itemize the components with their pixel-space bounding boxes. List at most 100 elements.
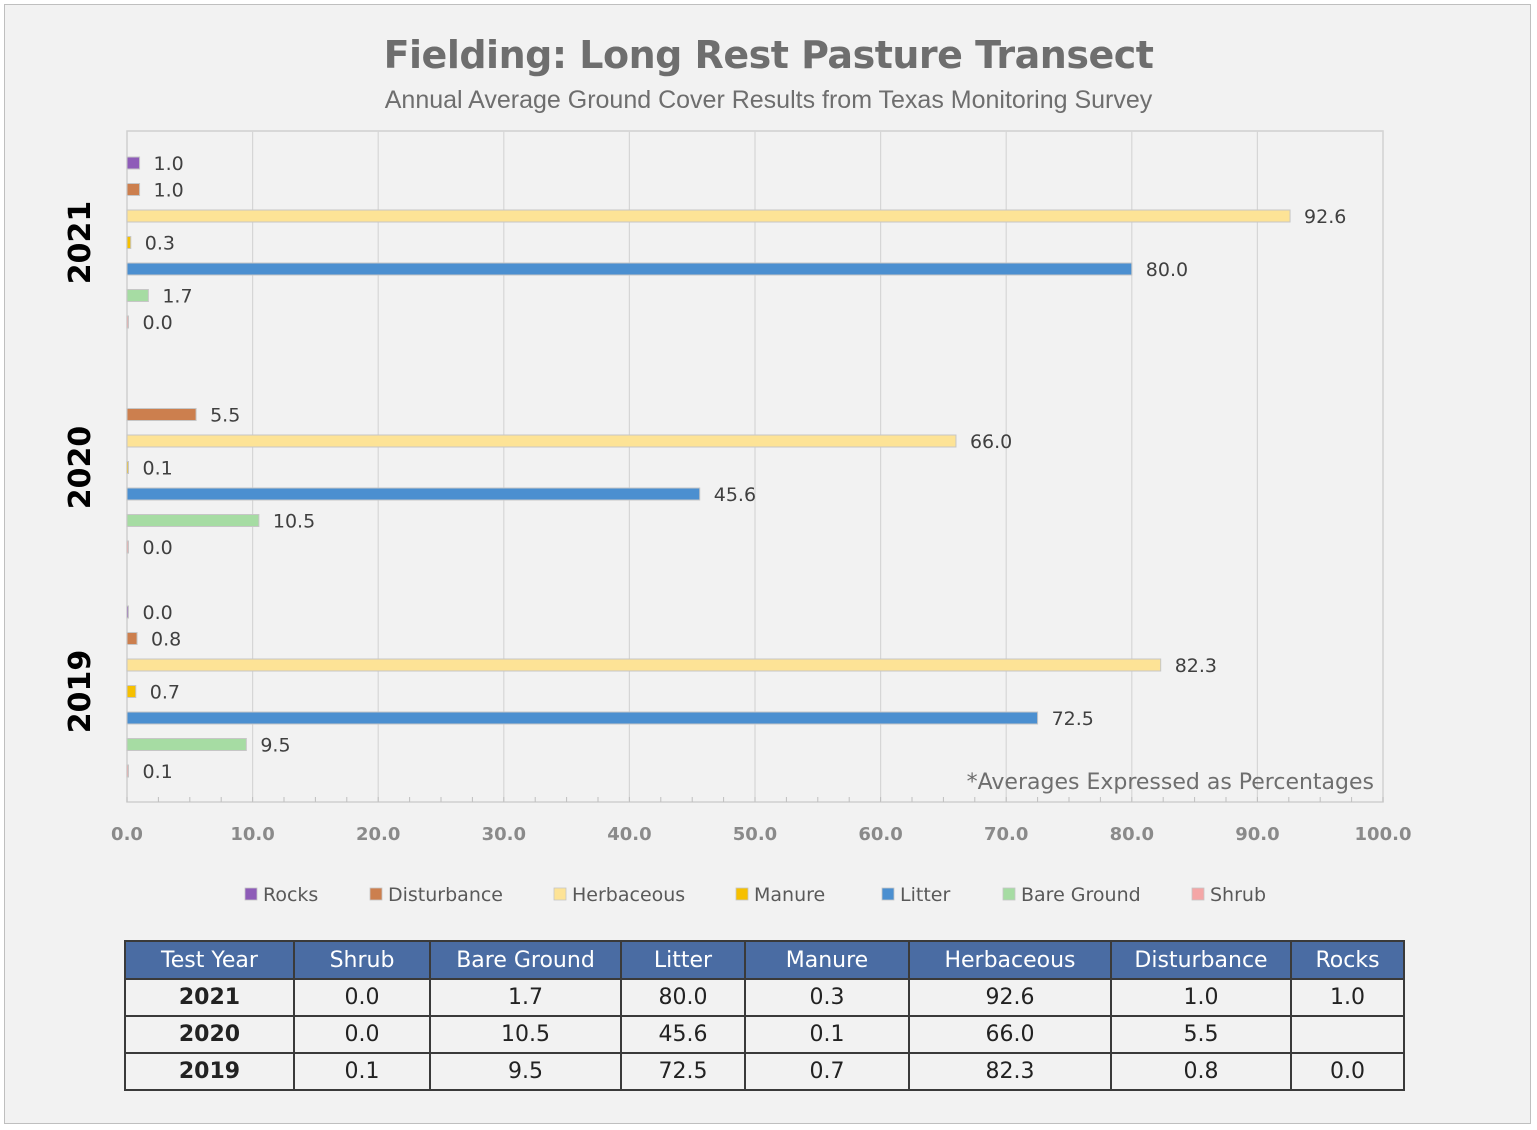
legend-label: Bare Ground [1021,884,1141,906]
table-cell: 66.0 [908,1015,1112,1054]
legend-label: Disturbance [388,884,503,906]
bar-herbaceous [126,658,1162,672]
bar-litter [126,487,701,501]
x-tick-label: 40.0 [607,824,651,845]
x-tick-label: 100.0 [1355,824,1412,845]
bar-litter [126,262,1133,276]
legend-swatch [1191,887,1205,901]
bar-disturbance [126,183,141,196]
data-label: 92.6 [1304,206,1346,228]
data-label: 1.0 [154,180,184,202]
x-tick-label: 70.0 [984,824,1028,845]
bar-disturbance [126,632,138,645]
x-tick-label: 90.0 [1235,824,1279,845]
data-label: 0.0 [143,537,173,559]
bar-rocks [126,156,141,170]
data-label: 0.1 [143,761,173,783]
table-cell: 92.6 [908,978,1112,1017]
x-tick-label: 0.0 [111,824,143,845]
table-header-cell: Herbaceous [908,940,1112,980]
table-row: 2019 0.1 9.5 72.5 0.7 82.3 0.8 0.0 [124,1052,1405,1091]
data-table: Test Year Shrub Bare Ground Litter Manure Her… [124,940,1405,1091]
table-cell: 0.7 [744,1052,910,1091]
table-header-cell: Manure [744,940,910,980]
legend-swatch [553,887,567,901]
data-label: 66.0 [970,431,1012,453]
table-cell: 1.0 [1290,978,1405,1017]
bar-disturbance [126,408,197,421]
table-row: 2021 0.0 1.7 80.0 0.3 92.6 1.0 1.0 [124,978,1405,1017]
table-cell: 9.5 [429,1052,622,1091]
x-tick-label: 10.0 [230,824,274,845]
table-cell: 0.1 [744,1015,910,1054]
table-cell: 82.3 [908,1052,1112,1091]
table-cell [1290,1015,1405,1054]
bar-herbaceous [126,434,957,448]
table-row: 2020 0.0 10.5 45.6 0.1 66.0 5.5 [124,1015,1405,1054]
data-label: 0.8 [151,629,181,651]
data-label: 0.7 [150,682,180,704]
table-year-cell: 2020 [124,1015,295,1054]
table-cell: 1.7 [429,978,622,1017]
data-label: 10.5 [273,511,315,533]
data-label: 80.0 [1146,259,1188,281]
table-cell: 5.5 [1110,1015,1292,1054]
table-cell: 0.0 [1290,1052,1405,1091]
table-header-row: Test Year Shrub Bare Ground Litter Manure Her… [124,940,1405,980]
bar-bare-ground [126,738,247,751]
legend-swatch [881,887,895,901]
x-tick-label: 60.0 [858,824,902,845]
table-header-cell: Rocks [1290,940,1405,980]
table-cell: 72.5 [620,1052,746,1091]
bar-litter [126,711,1039,725]
x-tick-label: 80.0 [1110,824,1154,845]
table-cell: 0.8 [1110,1052,1292,1091]
data-label: 82.3 [1175,655,1217,677]
bar-shrub [126,315,129,329]
table-cell: 45.6 [620,1015,746,1054]
data-label: 45.6 [714,484,756,506]
legend-label: Shrub [1210,884,1266,906]
bar-rocks [126,605,129,619]
table-year-cell: 2021 [124,978,295,1017]
legend-label: Rocks [263,884,318,906]
table-cell: 0.0 [293,1015,431,1054]
data-label: 0.3 [145,233,175,255]
table-header-cell: Litter [620,940,746,980]
table-cell: 80.0 [620,978,746,1017]
table-header-cell: Disturbance [1110,940,1292,980]
x-tick-label: 20.0 [356,824,400,845]
table-year-cell: 2019 [124,1052,295,1091]
table-cell: 0.0 [293,978,431,1017]
table-cell: 0.1 [293,1052,431,1091]
bar-shrub [126,764,129,778]
chart-annotation: *Averages Expressed as Percentages [967,770,1374,795]
bar-manure [126,236,132,249]
data-label: 9.5 [260,735,290,757]
data-label: 0.0 [143,312,173,334]
data-label: 1.7 [162,286,192,308]
legend-swatch [735,887,749,901]
table-cell: 1.0 [1110,978,1292,1017]
legend-swatch [369,887,383,901]
chart-frame [4,4,1531,1124]
data-label: 5.5 [210,405,240,427]
y-category-label: 2020 [63,426,98,510]
legend-swatch [244,887,258,901]
chart-subtitle: Annual Average Ground Cover Results from… [384,86,1153,114]
table-cell: 0.3 [744,978,910,1017]
table-header-cell: Test Year [124,940,295,980]
legend-label: Litter [900,884,950,906]
table-header-cell: Shrub [293,940,431,980]
bar-bare-ground [126,289,149,302]
legend-label: Manure [754,884,825,906]
legend-label: Herbaceous [572,884,685,906]
table-header-cell: Bare Ground [429,940,622,980]
table-cell: 10.5 [429,1015,622,1054]
data-label: 1.0 [154,153,184,175]
data-label: 72.5 [1052,708,1094,730]
y-category-label: 2021 [63,201,98,285]
bar-manure [126,461,129,474]
data-label: 0.0 [143,602,173,624]
legend-swatch [1002,887,1016,901]
